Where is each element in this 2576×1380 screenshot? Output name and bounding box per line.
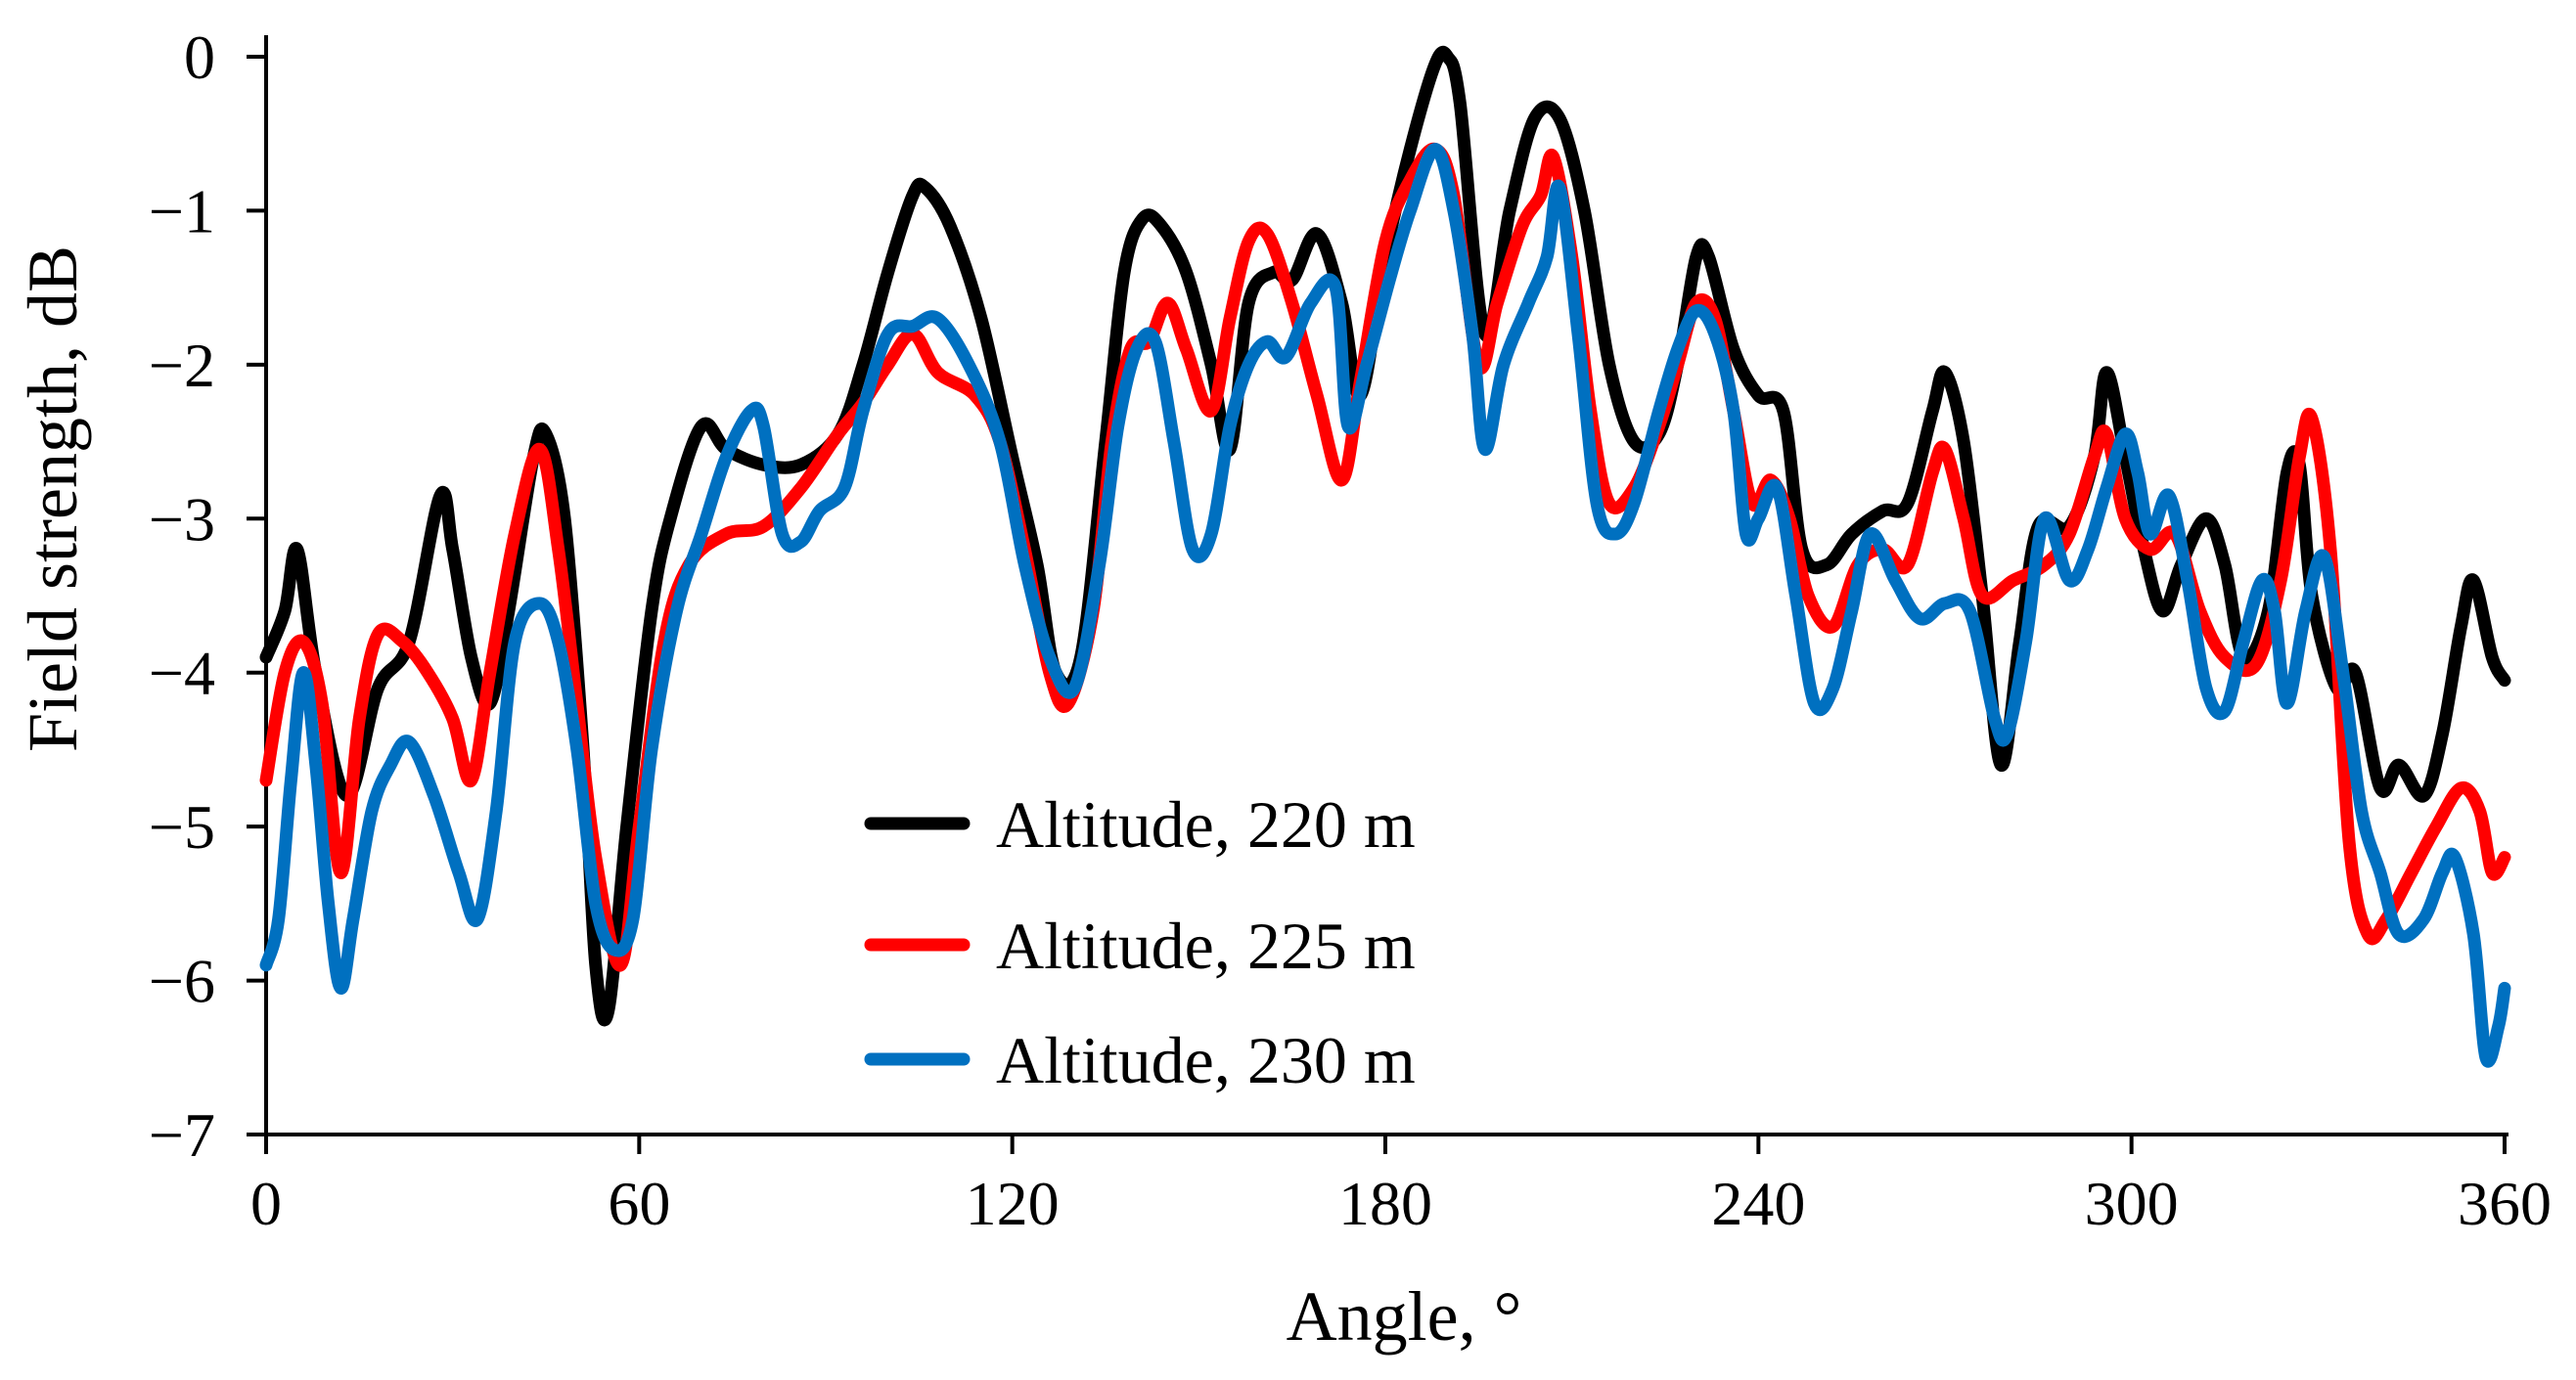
x-tick-label: 300 — [2085, 1169, 2179, 1238]
x-axis-title: Angle, ° — [1287, 1277, 1522, 1356]
x-tick-label: 60 — [608, 1169, 670, 1238]
y-tick-label: −5 — [149, 792, 215, 862]
x-tick-label: 180 — [1338, 1169, 1432, 1238]
y-ticks: 0 −1 −2 −3 −4 −5 −6 −7 — [149, 22, 266, 1170]
x-ticks: 0 60 120 180 240 300 360 — [250, 1135, 2552, 1238]
x-tick-label: 360 — [2458, 1169, 2552, 1238]
y-tick-label: −7 — [149, 1100, 215, 1170]
series-line-altitude-220 — [259, 45, 2511, 1027]
y-tick-label: −6 — [149, 947, 215, 1016]
y-tick-label: −4 — [149, 639, 215, 708]
legend: Altitude, 220 m Altitude, 225 m Altitude… — [864, 787, 1416, 1097]
legend-label-230: Altitude, 230 m — [996, 1023, 1416, 1097]
y-tick-label: −3 — [149, 484, 215, 554]
x-tick-label: 120 — [966, 1169, 1060, 1238]
series-line-altitude-230 — [259, 143, 2511, 1068]
x-tick-label: 240 — [1711, 1169, 1805, 1238]
series-lines — [259, 45, 2511, 1068]
y-tick-label: −2 — [149, 331, 215, 400]
y-tick-label: −1 — [149, 176, 215, 245]
y-axis-title: Field strength, dB — [14, 245, 92, 752]
legend-label-220: Altitude, 220 m — [996, 787, 1416, 862]
legend-label-225: Altitude, 225 m — [996, 909, 1416, 983]
x-tick-label: 0 — [250, 1169, 282, 1238]
y-tick-label: 0 — [184, 22, 215, 92]
